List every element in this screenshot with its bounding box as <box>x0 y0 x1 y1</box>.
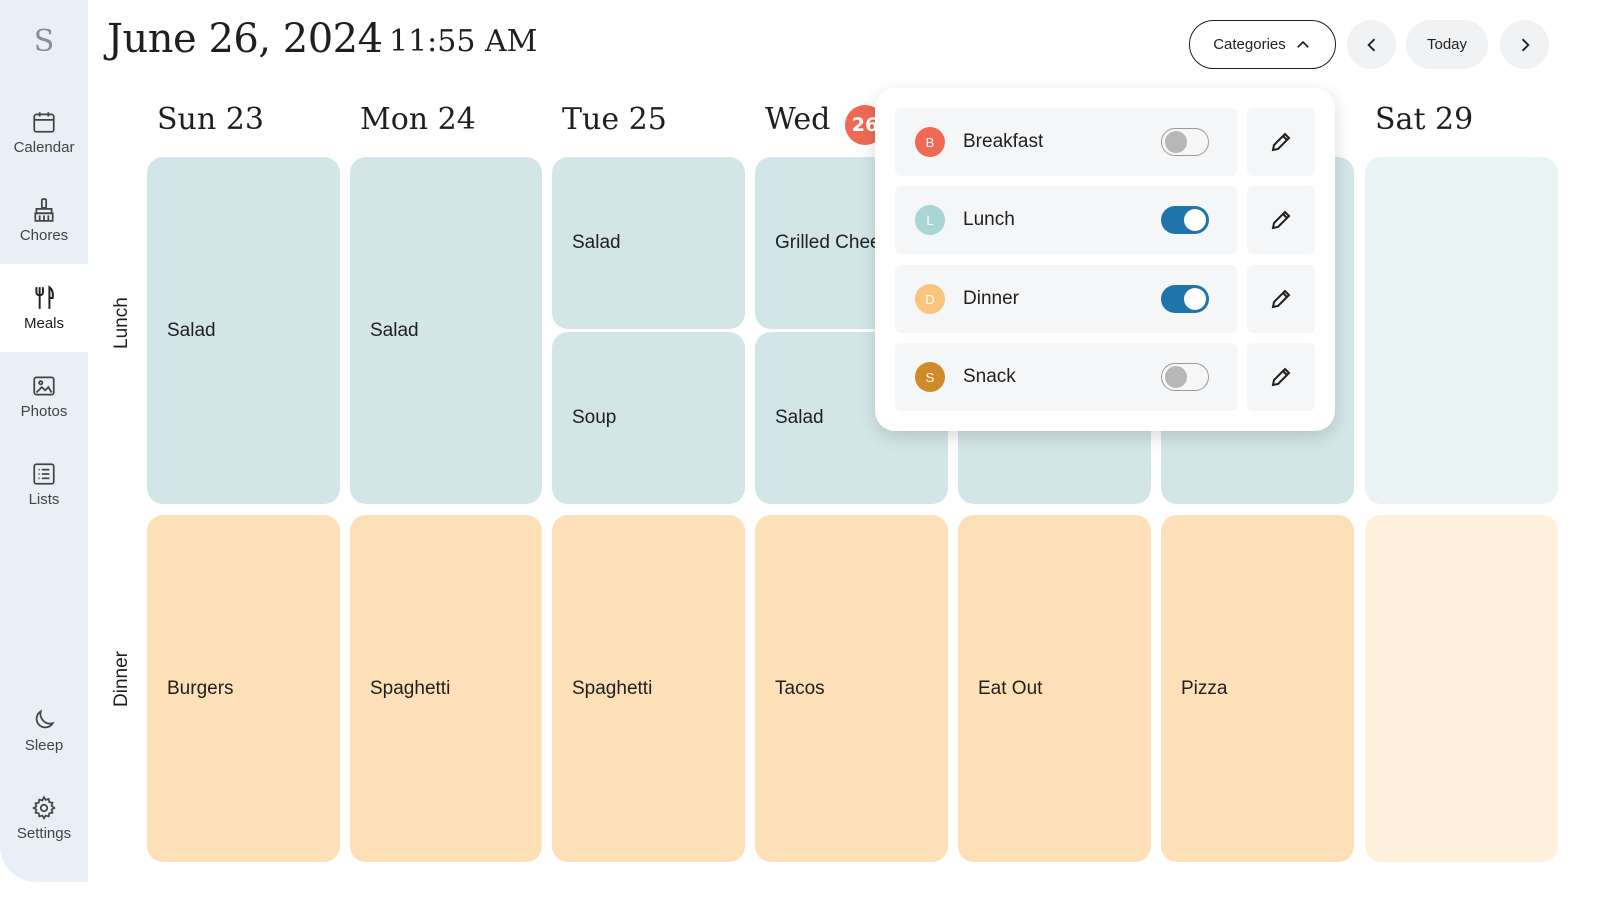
sidebar-item-label: Chores <box>19 226 69 244</box>
category-avatar-breakfast: B <box>915 127 945 157</box>
today-button[interactable]: Today <box>1406 20 1488 69</box>
category-name-lunch: Lunch <box>963 209 1015 230</box>
sidebar-item-lists[interactable]: Lists <box>0 440 88 528</box>
page-title-date: June 26, 2024 <box>107 16 383 62</box>
sidebar-item-label: Sleep <box>24 736 64 754</box>
sidebar-item-label: Meals <box>23 314 64 332</box>
sidebar-item-calendar[interactable]: Calendar <box>0 88 88 176</box>
category-avatar-lunch: L <box>915 205 945 235</box>
toggle-knob <box>1165 131 1187 153</box>
day-header-mon: Mon 24 <box>360 102 476 137</box>
category-name-dinner: Dinner <box>963 288 1019 309</box>
meal-card-dinner-sat[interactable] <box>1365 515 1558 862</box>
category-row-dinner: D Dinner <box>895 265 1237 333</box>
gear-icon <box>32 794 56 820</box>
fork-knife-icon <box>35 284 54 309</box>
chevron-left-icon <box>1366 38 1375 51</box>
previous-week-button[interactable] <box>1347 20 1396 69</box>
broom-icon <box>34 197 54 222</box>
edit-category-snack-button[interactable] <box>1247 343 1315 411</box>
sidebar-item-label: Settings <box>16 824 72 842</box>
app-logo: S <box>33 24 55 59</box>
current-time: 11:55 AM <box>389 24 538 59</box>
toggle-knob <box>1184 288 1206 310</box>
category-toggle-snack[interactable] <box>1161 363 1209 391</box>
edit-category-breakfast-button[interactable] <box>1247 108 1315 176</box>
meal-card-dinner-tue[interactable]: Spaghetti <box>552 515 745 862</box>
meal-card-lunch-mon[interactable]: Salad <box>350 157 542 504</box>
pencil-icon <box>1271 210 1291 230</box>
image-icon <box>33 375 55 396</box>
edit-category-dinner-button[interactable] <box>1247 265 1315 333</box>
meal-card-dinner-sun[interactable]: Burgers <box>147 515 340 862</box>
category-row-breakfast: B Breakfast <box>895 108 1237 176</box>
sidebar-item-sleep[interactable]: Sleep <box>0 686 88 774</box>
row-label-lunch: Lunch <box>111 297 132 349</box>
day-header-sat: Sat 29 <box>1375 102 1474 137</box>
meal-card-dinner-mon[interactable]: Spaghetti <box>350 515 542 862</box>
toggle-knob <box>1165 366 1187 388</box>
meal-card-lunch-sun[interactable]: Salad <box>147 157 340 504</box>
categories-button[interactable]: Categories <box>1189 20 1336 69</box>
day-header-sun: Sun 23 <box>157 102 264 137</box>
category-name-breakfast: Breakfast <box>963 131 1044 152</box>
meal-card-lunch-sat[interactable] <box>1365 157 1558 504</box>
toggle-knob <box>1184 209 1206 231</box>
edit-category-lunch-button[interactable] <box>1247 186 1315 254</box>
chevron-right-icon <box>1521 38 1530 51</box>
meal-card-dinner-wed[interactable]: Tacos <box>755 515 948 862</box>
category-row-lunch: L Lunch <box>895 186 1237 254</box>
category-row-snack: S Snack <box>895 343 1237 411</box>
sidebar-item-meals[interactable]: Meals <box>0 264 88 352</box>
category-toggle-dinner[interactable] <box>1161 285 1209 313</box>
row-label-dinner: Dinner <box>111 651 132 707</box>
meal-card-lunch-tue-1[interactable]: Salad <box>552 157 745 329</box>
meal-card-dinner-thu[interactable]: Eat Out <box>958 515 1151 862</box>
sidebar-item-label: Lists <box>28 490 60 508</box>
category-avatar-dinner: D <box>915 284 945 314</box>
sidebar-item-photos[interactable]: Photos <box>0 352 88 440</box>
sidebar-item-chores[interactable]: Chores <box>0 176 88 264</box>
list-icon <box>33 462 55 485</box>
sidebar-item-settings[interactable]: Settings <box>0 774 88 862</box>
meal-card-dinner-fri[interactable]: Pizza <box>1161 515 1354 862</box>
sidebar-item-label: Calendar <box>13 138 75 156</box>
calendar-icon <box>33 111 55 133</box>
meal-card-lunch-tue-2[interactable]: Soup <box>552 332 745 504</box>
pencil-icon <box>1271 367 1291 387</box>
category-toggle-lunch[interactable] <box>1161 206 1209 234</box>
moon-icon <box>35 708 55 728</box>
day-header-wed: Wed <box>765 102 831 137</box>
pencil-icon <box>1271 132 1291 152</box>
next-week-button[interactable] <box>1500 20 1549 69</box>
sidebar: S Calendar Chores Meals Photos Lists <box>0 0 88 882</box>
chevron-up-icon <box>1296 40 1309 48</box>
categories-popover: B Breakfast L Lunch D Dinner S Snack <box>875 88 1335 431</box>
day-header-tue: Tue 25 <box>562 102 667 137</box>
pencil-icon <box>1271 289 1291 309</box>
sidebar-item-label: Photos <box>20 402 68 420</box>
categories-button-label: Categories <box>1213 36 1286 53</box>
category-avatar-snack: S <box>915 362 945 392</box>
category-toggle-breakfast[interactable] <box>1161 128 1209 156</box>
category-name-snack: Snack <box>963 366 1016 387</box>
